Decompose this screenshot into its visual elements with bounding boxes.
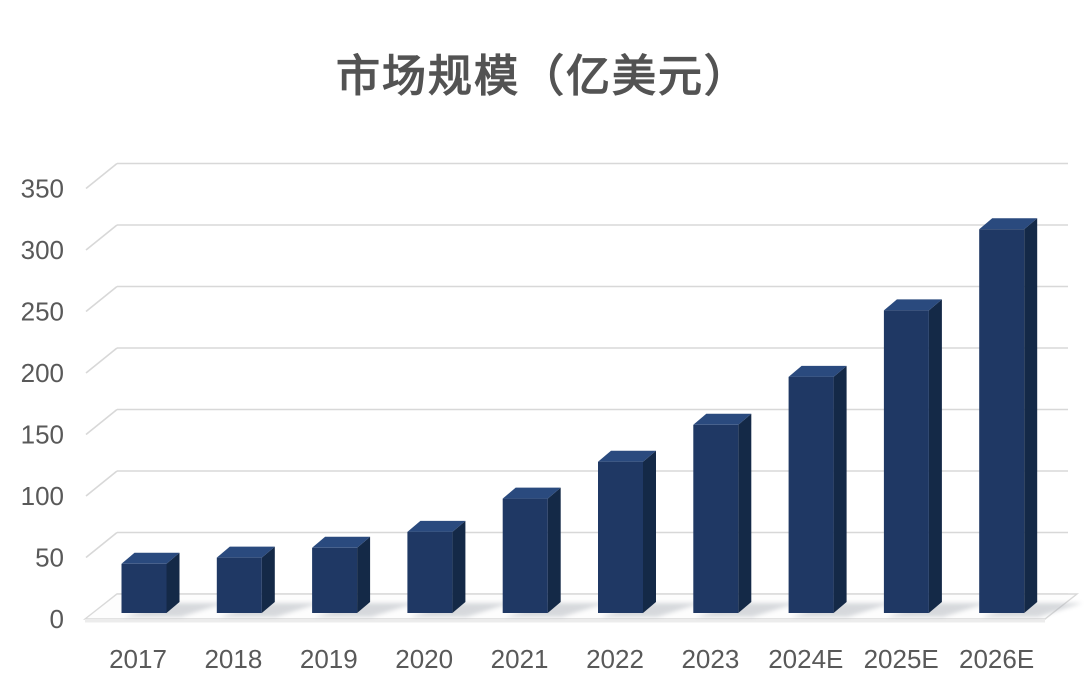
bar-2024E <box>788 376 834 613</box>
x-label-2021: 2021 <box>491 644 549 674</box>
x-label-2023: 2023 <box>681 644 739 674</box>
y-tick-label-350: 350 <box>21 174 64 204</box>
y-tick-label-50: 50 <box>35 543 64 573</box>
bar-top-2025E <box>883 299 942 311</box>
bar-side-2026E <box>1024 218 1038 614</box>
bar-side-2025E <box>928 299 942 613</box>
bar-side-2020 <box>452 520 466 613</box>
y-tick-label-100: 100 <box>21 481 64 511</box>
y-tick-label-300: 300 <box>21 235 64 265</box>
bar-shadow-2025E <box>885 603 987 617</box>
bar-shadow-2017 <box>123 603 225 617</box>
x-label-2022: 2022 <box>586 644 644 674</box>
gridline-diagonal-150 <box>85 408 118 436</box>
bar-shadow-2024E <box>790 603 892 617</box>
x-label-2026E: 2026E <box>959 644 1034 674</box>
chart-title: 市场规模（亿美元） <box>336 52 750 101</box>
gridline-diagonal-50 <box>85 531 118 559</box>
bar-top-2026E <box>979 218 1038 230</box>
bar-side-2018 <box>261 546 275 613</box>
bar-side-2019 <box>357 536 371 613</box>
x-label-2018: 2018 <box>204 644 262 674</box>
bar-side-2017 <box>166 552 180 613</box>
bar-top-2022 <box>598 450 656 462</box>
chart-floor-edge <box>85 619 1045 623</box>
bar-2020 <box>407 531 453 613</box>
bar-2018 <box>216 557 262 613</box>
x-label-2020: 2020 <box>395 644 453 674</box>
x-label-2024E: 2024E <box>768 644 843 674</box>
bar-side-2022 <box>643 450 656 613</box>
y-tick-label-0: 0 <box>50 604 64 634</box>
bar-shadow-2018 <box>218 603 320 617</box>
bar-2022 <box>598 461 643 613</box>
x-label-2019: 2019 <box>300 644 358 674</box>
gridline-diagonal-300 <box>85 224 118 251</box>
x-label-2017: 2017 <box>109 644 167 674</box>
bar-shadow-2023 <box>695 603 797 617</box>
bar-2019 <box>312 547 358 613</box>
bar-side-2024E <box>833 365 847 613</box>
bar-top-2023 <box>693 413 752 425</box>
bar-shadow-2019 <box>314 603 416 617</box>
bar-top-2020 <box>407 520 466 532</box>
bar-shadow-2026E <box>981 603 1083 617</box>
gridline-diagonal-350 <box>85 162 118 190</box>
bar-2023 <box>693 424 739 613</box>
gridline-diagonal-200 <box>85 347 118 374</box>
bar-top-2024E <box>788 365 847 377</box>
bar-top-2021 <box>502 487 561 499</box>
x-label-2025E: 2025E <box>864 644 939 674</box>
bar-top-2019 <box>312 536 371 548</box>
gridline-diagonal-250 <box>85 285 118 313</box>
bar-top-2018 <box>216 546 275 558</box>
y-tick-label-150: 150 <box>21 420 64 450</box>
gridline-diagonal-100 <box>85 470 118 497</box>
bar-shadow-2022 <box>600 603 701 617</box>
bar-2017 <box>121 563 167 613</box>
bar-2025E <box>883 310 929 613</box>
y-tick-label-200: 200 <box>21 358 64 388</box>
bar-shadow-2021 <box>504 603 606 617</box>
bar-side-2021 <box>547 487 561 613</box>
bar-top-2017 <box>121 552 180 564</box>
bar-shadow-2020 <box>409 603 511 617</box>
bar-2021 <box>502 498 548 613</box>
bar-2026E <box>979 229 1025 614</box>
y-tick-label-250: 250 <box>21 297 64 327</box>
bar-side-2023 <box>738 413 752 613</box>
